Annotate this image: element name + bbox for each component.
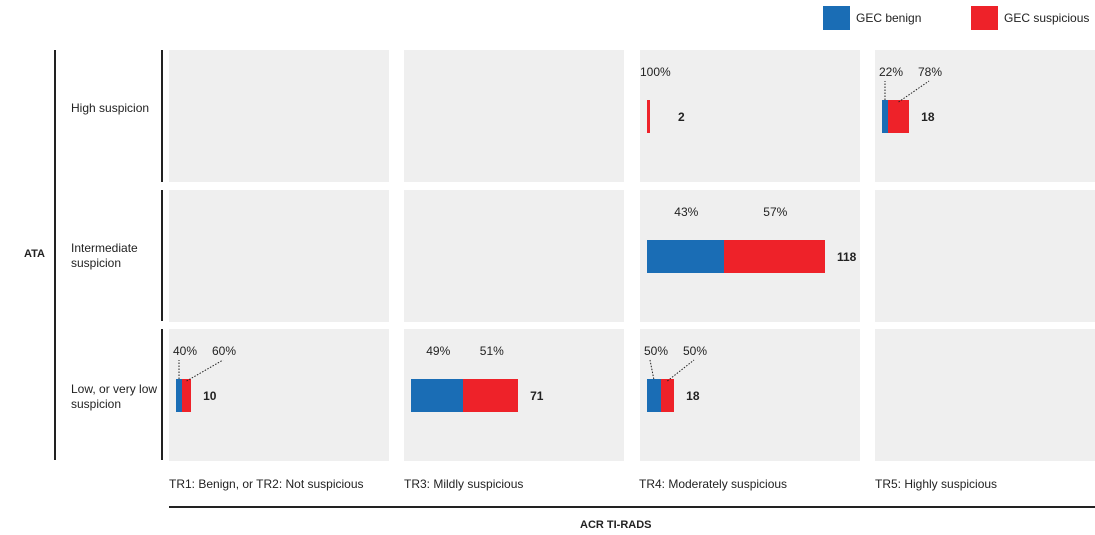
bar-total-label: 10 <box>203 389 217 403</box>
grid-cell <box>169 190 389 322</box>
percent-label-suspicious: 57% <box>763 205 788 219</box>
col-label-tr3: TR3: Mildly suspicious <box>404 477 524 491</box>
row-label-low: Low, or very low suspicion <box>71 382 158 411</box>
col-label-tr4: TR4: Moderately suspicious <box>639 477 788 491</box>
legend-swatch-suspicious <box>971 6 998 30</box>
grid-cell <box>404 190 624 322</box>
row-label-high: High suspicion <box>71 101 150 115</box>
bar-segment-suspicious <box>463 379 519 412</box>
bar-total-label: 18 <box>921 110 935 124</box>
grid-cell <box>404 50 624 182</box>
row-label-intermediate: Intermediate suspicion <box>71 241 138 270</box>
bar-segment-benign <box>647 379 661 412</box>
grid-cell <box>875 50 1095 182</box>
percent-label-benign: 22% <box>879 65 904 79</box>
col-label-tr1-tr2: TR1: Benign, or TR2: Not suspicious <box>169 477 364 491</box>
percent-label-suspicious: 50% <box>683 344 708 358</box>
grid-cell <box>640 329 860 461</box>
y-axis-line <box>54 50 56 460</box>
row-separator-intermediate <box>161 190 163 321</box>
label-leader-line <box>186 359 224 382</box>
label-leader-line <box>898 80 930 103</box>
percent-label-suspicious: 78% <box>918 65 943 79</box>
legend-swatch-benign <box>823 6 850 30</box>
bar-segment-benign <box>882 100 888 133</box>
grid-cell <box>875 329 1095 461</box>
bar-segment-benign <box>411 379 464 412</box>
bar-segment-suspicious <box>660 379 675 412</box>
bar-segment-suspicious <box>647 100 650 133</box>
bar-segment-suspicious <box>182 379 192 412</box>
label-leader-line <box>649 359 655 380</box>
col-label-tr5: TR5: Highly suspicious <box>875 477 998 491</box>
bar-total-label: 71 <box>530 389 544 403</box>
legend-label-benign: GEC benign <box>856 11 922 25</box>
bar-total-label: 2 <box>678 110 685 124</box>
grid-cell <box>640 50 860 182</box>
grid-cell <box>169 50 389 182</box>
percent-label-benign: 49% <box>426 344 451 358</box>
label-leader-line <box>667 359 695 382</box>
percent-label-suspicious: 51% <box>479 344 504 358</box>
percent-label-benign: 40% <box>173 344 198 358</box>
legend-label-suspicious: GEC suspicious <box>1004 11 1090 25</box>
grid-cell <box>875 190 1095 322</box>
y-axis-title: ATA <box>24 248 45 260</box>
row-separator-low <box>161 329 163 460</box>
bar-segment-suspicious <box>887 100 910 133</box>
bar-segment-suspicious <box>723 240 825 273</box>
x-axis-line <box>169 506 1095 508</box>
grid-cell <box>169 329 389 461</box>
row-separator-high <box>161 50 163 182</box>
percent-label-suspicious: 60% <box>212 344 237 358</box>
bar-total-label: 118 <box>837 250 857 264</box>
percent-label-suspicious: 100% <box>640 65 671 79</box>
bar-total-label: 18 <box>686 389 700 403</box>
x-axis-title: ACR TI-RADS <box>580 519 652 531</box>
bar-segment-benign <box>647 240 724 273</box>
percent-label-benign: 43% <box>674 205 699 219</box>
percent-label-benign: 50% <box>644 344 669 358</box>
bar-segment-benign <box>176 379 183 412</box>
